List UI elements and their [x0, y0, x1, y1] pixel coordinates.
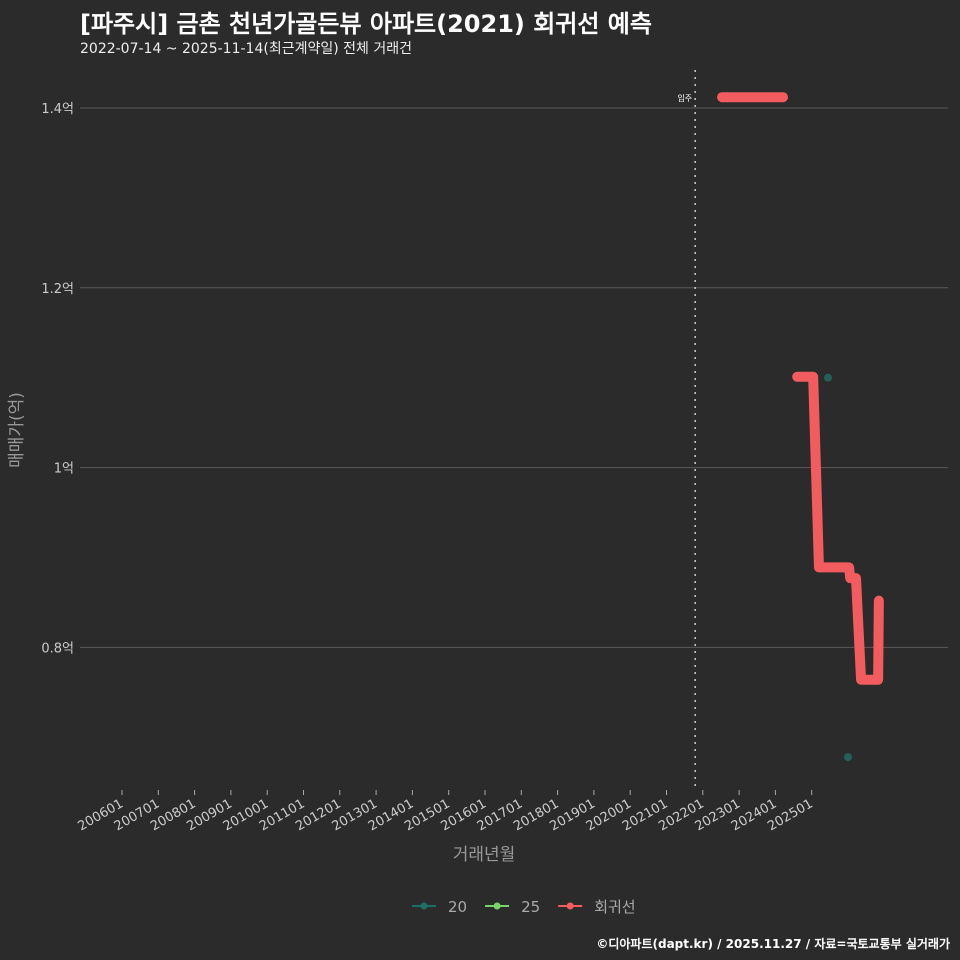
data-point-20 [824, 373, 833, 382]
y-tick-label: 1.4억 [41, 102, 74, 117]
data-point-20 [844, 753, 852, 762]
y-tick-label: 0.8억 [41, 641, 74, 656]
legend-marker-25 [493, 902, 501, 910]
x-axis-label: 거래년월 [453, 845, 516, 865]
y-tick-label: 1억 [54, 462, 74, 477]
chart-subtitle: 2022-07-14 ~ 2025-11-14(최근계약일) 전체 거래건 [80, 41, 412, 57]
y-tick-label: 1.2억 [41, 282, 74, 297]
chart-title: [파주시] 금촌 천년가골든뷰 아파트(2021) 회귀선 예측 [80, 10, 652, 38]
caption: ©디아파트(dapt.kr) / 2025.11.27 / 자료=국토교통부 실… [596, 937, 950, 951]
regression-line [792, 371, 884, 685]
legend-marker-회귀선 [566, 902, 574, 910]
legend-label: 25 [521, 898, 540, 916]
legend-marker-20 [420, 902, 428, 910]
legend-label: 20 [448, 898, 467, 916]
legend-label: 회귀선 [594, 898, 635, 916]
occupancy-label: 입주 [677, 94, 692, 103]
y-axis-label: 매매가(억) [7, 392, 27, 468]
